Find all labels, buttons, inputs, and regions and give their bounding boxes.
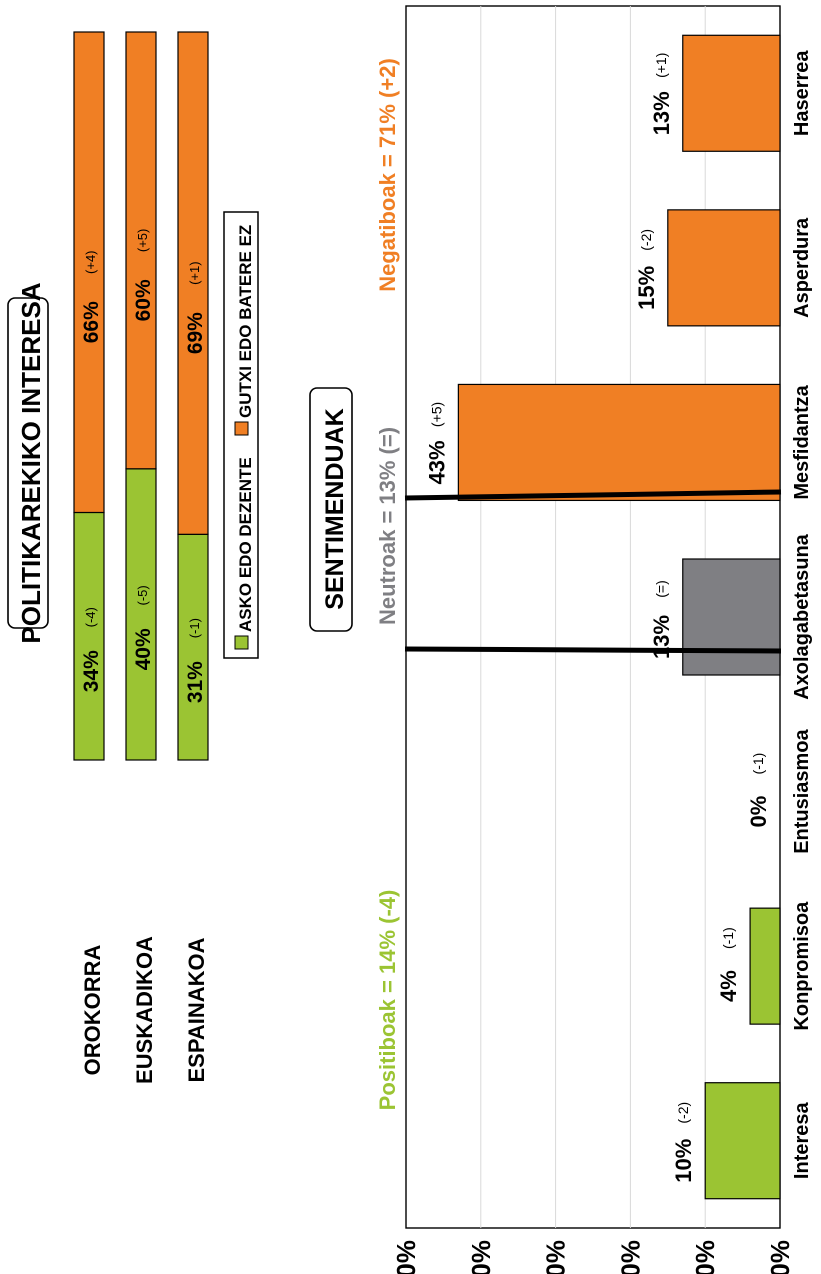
change-label-interesa: (-2)	[675, 1102, 691, 1124]
value-label-entusiasmoa: 0%	[746, 796, 771, 828]
change-label-orokorra-gutxi: (+4)	[83, 250, 98, 273]
value-label-euskadikoa-gutxi: 60%	[132, 279, 155, 321]
category-label-haserrea: Haserrea	[791, 50, 813, 137]
bar-asperdura	[667, 209, 781, 327]
group-label-positive: Positiboak = 14% (-4)	[375, 890, 400, 1111]
value-label-orokorra-gutxi: 66%	[80, 301, 103, 343]
bar-espainakoa-gutxi	[177, 31, 209, 535]
feelings-title-text: SENTIMENDUAK	[321, 408, 349, 609]
change-label-asperdura: (-2)	[638, 229, 654, 251]
feelings-category-labels: Interesa Konpromisoa Entusiasmoa Axolagabet…	[791, 50, 813, 1179]
bar-interesa	[704, 1082, 781, 1200]
change-label-espainakoa-gutxi: (+1)	[187, 261, 202, 284]
legend-swatch-gutxi	[234, 421, 249, 436]
category-label-asperdura: Asperdura	[791, 217, 813, 318]
interest-legend: ASKO EDO DEZENTE GUTXI EDO BATERE EZ	[223, 211, 259, 659]
y-tick-40: 40%	[466, 1240, 496, 1274]
feelings-bars: 10%(-2)4%(-1)0%(-1)13%(=)43%(+5)15%(-2)1…	[424, 34, 781, 1200]
interest-category-labels: OROKORRA EUSKADIKOA ESPAINAKOA	[80, 936, 209, 1084]
category-label-espainakoa: ESPAINAKOA	[184, 937, 209, 1082]
bar-euskadikoa-asko	[125, 468, 157, 761]
change-label-espainakoa-asko: (-1)	[187, 618, 202, 638]
bar-orokorra-gutxi	[73, 31, 105, 514]
bar-axolagabetasuna	[682, 558, 781, 676]
value-label-espainakoa-gutxi: 69%	[184, 312, 207, 354]
value-label-asperdura: 15%	[634, 266, 659, 310]
category-label-axolagabetasuna: Axolagabetasuna	[791, 533, 813, 699]
bar-espainakoa-asko	[177, 533, 209, 761]
feelings-title-box	[309, 387, 353, 632]
feelings-panel: SENTIMENDUAK 10% (-2) 4% (-1) 0% (-1) 13% (=) 43…	[309, 5, 813, 1274]
category-label-interesa: Interesa	[791, 1101, 813, 1179]
category-label-euskadikoa: EUSKADIKOA	[132, 936, 157, 1084]
change-label-axolagabetasuna: (=)	[653, 580, 669, 598]
change-label-euskadikoa-gutxi: (+5)	[135, 229, 150, 252]
value-label-espainakoa-asko: 31%	[184, 661, 207, 703]
bar-euskadikoa-gutxi	[125, 31, 157, 470]
group-label-neutral: Neutroak = 13% (=)	[375, 427, 400, 625]
bar-haserrea	[682, 34, 781, 152]
change-label-entusiasmoa: (-1)	[750, 753, 766, 775]
interest-bars: 34% (-4) 66% (+4) 40% (-5) 60% (+5) 31% (-1) 69% (+…	[73, 31, 209, 761]
category-label-mesfidantza: Mesfidantza	[791, 384, 813, 499]
legend-label-asko: ASKO EDO DEZENTE	[236, 457, 255, 632]
feelings-title: SENTIMENDUAK	[309, 387, 353, 632]
group-label-negative: Negatiboak = 71% (+2)	[375, 58, 400, 292]
value-label-euskadikoa-asko: 40%	[132, 628, 155, 670]
bar-mesfidantza	[457, 383, 781, 502]
y-tick-0: 0%	[765, 1240, 795, 1274]
feelings-y-axis-ticks: 0% 10% 20% 30% 40% 50%	[391, 1240, 795, 1274]
separator-positive-neutral	[404, 646, 782, 654]
change-label-euskadikoa-asko: (-5)	[135, 585, 150, 605]
bar-orokorra-asko	[73, 511, 105, 761]
value-label-orokorra-asko: 34%	[80, 650, 103, 692]
value-label-haserrea: 13%	[649, 91, 674, 135]
interest-title: POLITIKAREKIKO INTERESA	[7, 282, 49, 644]
value-label-konpromisoa: 4%	[716, 970, 741, 1002]
change-label-konpromisoa: (-1)	[720, 927, 736, 949]
change-label-orokorra-asko: (-4)	[83, 607, 98, 627]
interest-title-box	[7, 297, 49, 629]
category-label-entusiasmoa: Entusiasmoa	[791, 728, 813, 853]
y-tick-30: 30%	[541, 1240, 571, 1274]
value-label-interesa: 10%	[671, 1139, 696, 1183]
change-label-mesfidantza: (+5)	[428, 402, 444, 427]
y-tick-10: 10%	[690, 1240, 720, 1274]
change-label-haserrea: (+1)	[653, 53, 669, 78]
value-label-mesfidantza: 43%	[424, 440, 449, 484]
legend-swatch-asko	[234, 635, 249, 650]
separator-neutral-negative	[404, 489, 782, 501]
y-tick-50: 50%	[391, 1240, 421, 1274]
interest-title-text: POLITIKAREKIKO INTERESA	[16, 282, 46, 643]
category-label-konpromisoa: Konpromisoa	[791, 901, 813, 1031]
category-label-orokorra: OROKORRA	[80, 945, 105, 1076]
y-tick-20: 20%	[615, 1240, 645, 1274]
legend-label-gutxi: GUTXI EDO BATERE EZ	[236, 225, 255, 418]
bar-konpromisoa	[749, 907, 781, 1025]
interest-panel: POLITIKAREKIKO INTERESA 34% (-4) 66% (+4) 40…	[7, 31, 259, 1084]
